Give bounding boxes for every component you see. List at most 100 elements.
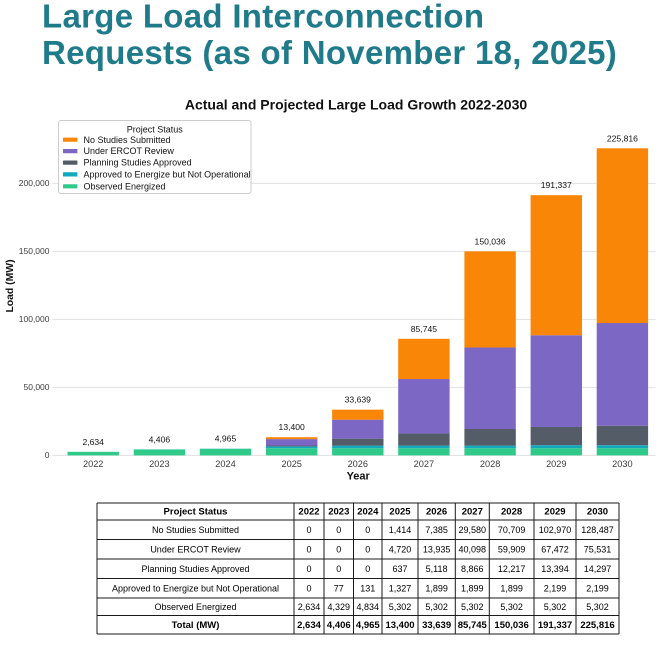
svg-text:Load (MW): Load (MW) <box>5 259 16 312</box>
svg-text:Observed Energized: Observed Energized <box>84 181 166 191</box>
svg-text:Observed Energized: Observed Energized <box>154 602 236 612</box>
svg-text:4,406: 4,406 <box>327 620 351 631</box>
svg-text:225,816: 225,816 <box>607 133 638 143</box>
svg-text:1,899: 1,899 <box>461 584 484 594</box>
svg-text:Requests (as of November 18, 2: Requests (as of November 18, 2025) <box>42 34 617 71</box>
svg-text:225,816: 225,816 <box>580 620 614 631</box>
svg-text:5,302: 5,302 <box>586 602 609 612</box>
svg-text:5,302: 5,302 <box>544 602 567 612</box>
svg-text:0: 0 <box>306 545 311 555</box>
svg-text:2023: 2023 <box>328 507 349 518</box>
svg-text:2026: 2026 <box>426 507 447 518</box>
svg-text:14,297: 14,297 <box>584 564 612 574</box>
svg-text:8,866: 8,866 <box>461 564 484 574</box>
svg-text:Under ERCOT Review: Under ERCOT Review <box>84 146 175 156</box>
svg-text:2030: 2030 <box>587 507 608 518</box>
svg-text:191,337: 191,337 <box>538 620 572 631</box>
svg-text:2,634: 2,634 <box>297 620 321 631</box>
svg-text:5,118: 5,118 <box>426 564 448 574</box>
svg-text:77: 77 <box>334 584 344 594</box>
svg-text:85,745: 85,745 <box>411 324 438 334</box>
svg-text:33,639: 33,639 <box>345 395 372 405</box>
svg-text:2027: 2027 <box>414 459 434 469</box>
svg-text:150,036: 150,036 <box>494 620 528 631</box>
svg-text:0: 0 <box>336 564 341 574</box>
svg-text:637: 637 <box>392 564 407 574</box>
svg-text:33,639: 33,639 <box>422 620 451 631</box>
svg-text:191,337: 191,337 <box>541 180 572 190</box>
svg-text:2,199: 2,199 <box>586 584 609 594</box>
svg-text:5,302: 5,302 <box>461 602 484 612</box>
svg-text:4,720: 4,720 <box>389 545 412 555</box>
svg-text:2029: 2029 <box>544 507 565 518</box>
svg-text:4,965: 4,965 <box>356 620 380 631</box>
svg-text:102,970: 102,970 <box>539 525 572 535</box>
svg-text:1,899: 1,899 <box>425 584 448 594</box>
svg-text:1,327: 1,327 <box>389 584 412 594</box>
svg-text:0: 0 <box>365 525 370 535</box>
svg-text:2022: 2022 <box>298 507 319 518</box>
svg-text:2024: 2024 <box>215 459 235 469</box>
svg-text:1,899: 1,899 <box>500 584 523 594</box>
svg-text:2022: 2022 <box>83 459 103 469</box>
svg-text:2023: 2023 <box>149 459 169 469</box>
svg-text:67,472: 67,472 <box>541 545 569 555</box>
svg-text:13,935: 13,935 <box>423 545 451 555</box>
svg-text:4,329: 4,329 <box>328 602 351 612</box>
svg-text:100,000: 100,000 <box>19 314 50 324</box>
svg-text:2030: 2030 <box>612 459 632 469</box>
svg-text:2,199: 2,199 <box>544 584 567 594</box>
svg-text:131: 131 <box>360 584 375 594</box>
svg-text:Project Status: Project Status <box>127 125 184 135</box>
svg-text:Actual and Projected Large Loa: Actual and Projected Large Load Growth 2… <box>185 97 528 113</box>
svg-text:4,834: 4,834 <box>357 602 380 612</box>
svg-text:13,400: 13,400 <box>385 620 414 631</box>
svg-text:150,036: 150,036 <box>475 236 506 246</box>
svg-text:Under ERCOT Review: Under ERCOT Review <box>150 545 241 555</box>
svg-text:12,217: 12,217 <box>498 564 526 574</box>
svg-text:200,000: 200,000 <box>19 178 50 188</box>
svg-text:1,414: 1,414 <box>389 525 412 535</box>
svg-text:Project Status: Project Status <box>164 507 228 518</box>
svg-text:13,394: 13,394 <box>541 564 569 574</box>
svg-text:13,400: 13,400 <box>279 422 306 432</box>
svg-text:85,745: 85,745 <box>458 620 488 631</box>
svg-text:Total (MW): Total (MW) <box>172 620 220 631</box>
svg-text:128,487: 128,487 <box>581 525 614 535</box>
svg-text:4,965: 4,965 <box>215 434 237 444</box>
svg-text:0: 0 <box>45 450 50 460</box>
svg-text:Approved to Energize but Not O: Approved to Energize but Not Operational <box>84 170 251 180</box>
svg-text:7,385: 7,385 <box>425 525 448 535</box>
svg-text:No Studies Submitted: No Studies Submitted <box>84 135 171 145</box>
svg-text:150,000: 150,000 <box>19 246 50 256</box>
svg-text:2026: 2026 <box>348 459 368 469</box>
svg-text:75,531: 75,531 <box>584 545 612 555</box>
svg-text:Year: Year <box>347 470 371 482</box>
svg-text:Planning Studies Approved: Planning Studies Approved <box>141 564 249 574</box>
svg-text:2025: 2025 <box>389 507 411 518</box>
svg-text:0: 0 <box>365 564 370 574</box>
svg-text:2028: 2028 <box>501 507 522 518</box>
svg-text:0: 0 <box>365 545 370 555</box>
svg-text:0: 0 <box>336 545 341 555</box>
svg-text:2,634: 2,634 <box>298 602 321 612</box>
svg-text:Planning Studies Approved: Planning Studies Approved <box>84 158 192 168</box>
svg-text:2024: 2024 <box>357 507 379 518</box>
svg-text:Approved to Energize but Not O: Approved to Energize but Not Operational <box>112 584 279 594</box>
svg-text:5,302: 5,302 <box>389 602 412 612</box>
svg-text:40,098: 40,098 <box>459 545 487 555</box>
svg-text:0: 0 <box>306 564 311 574</box>
svg-text:Large Load Interconnection: Large Load Interconnection <box>42 0 484 34</box>
svg-text:2029: 2029 <box>546 459 566 469</box>
svg-text:No Studies Submitted: No Studies Submitted <box>152 525 239 535</box>
svg-text:0: 0 <box>306 525 311 535</box>
svg-text:70,709: 70,709 <box>498 525 526 535</box>
svg-text:4,406: 4,406 <box>149 434 171 444</box>
svg-text:5,302: 5,302 <box>425 602 448 612</box>
svg-text:0: 0 <box>306 584 311 594</box>
svg-text:29,580: 29,580 <box>459 525 487 535</box>
svg-text:0: 0 <box>336 525 341 535</box>
svg-text:2,634: 2,634 <box>82 437 104 447</box>
svg-text:59,909: 59,909 <box>498 545 526 555</box>
svg-text:2027: 2027 <box>462 507 483 518</box>
